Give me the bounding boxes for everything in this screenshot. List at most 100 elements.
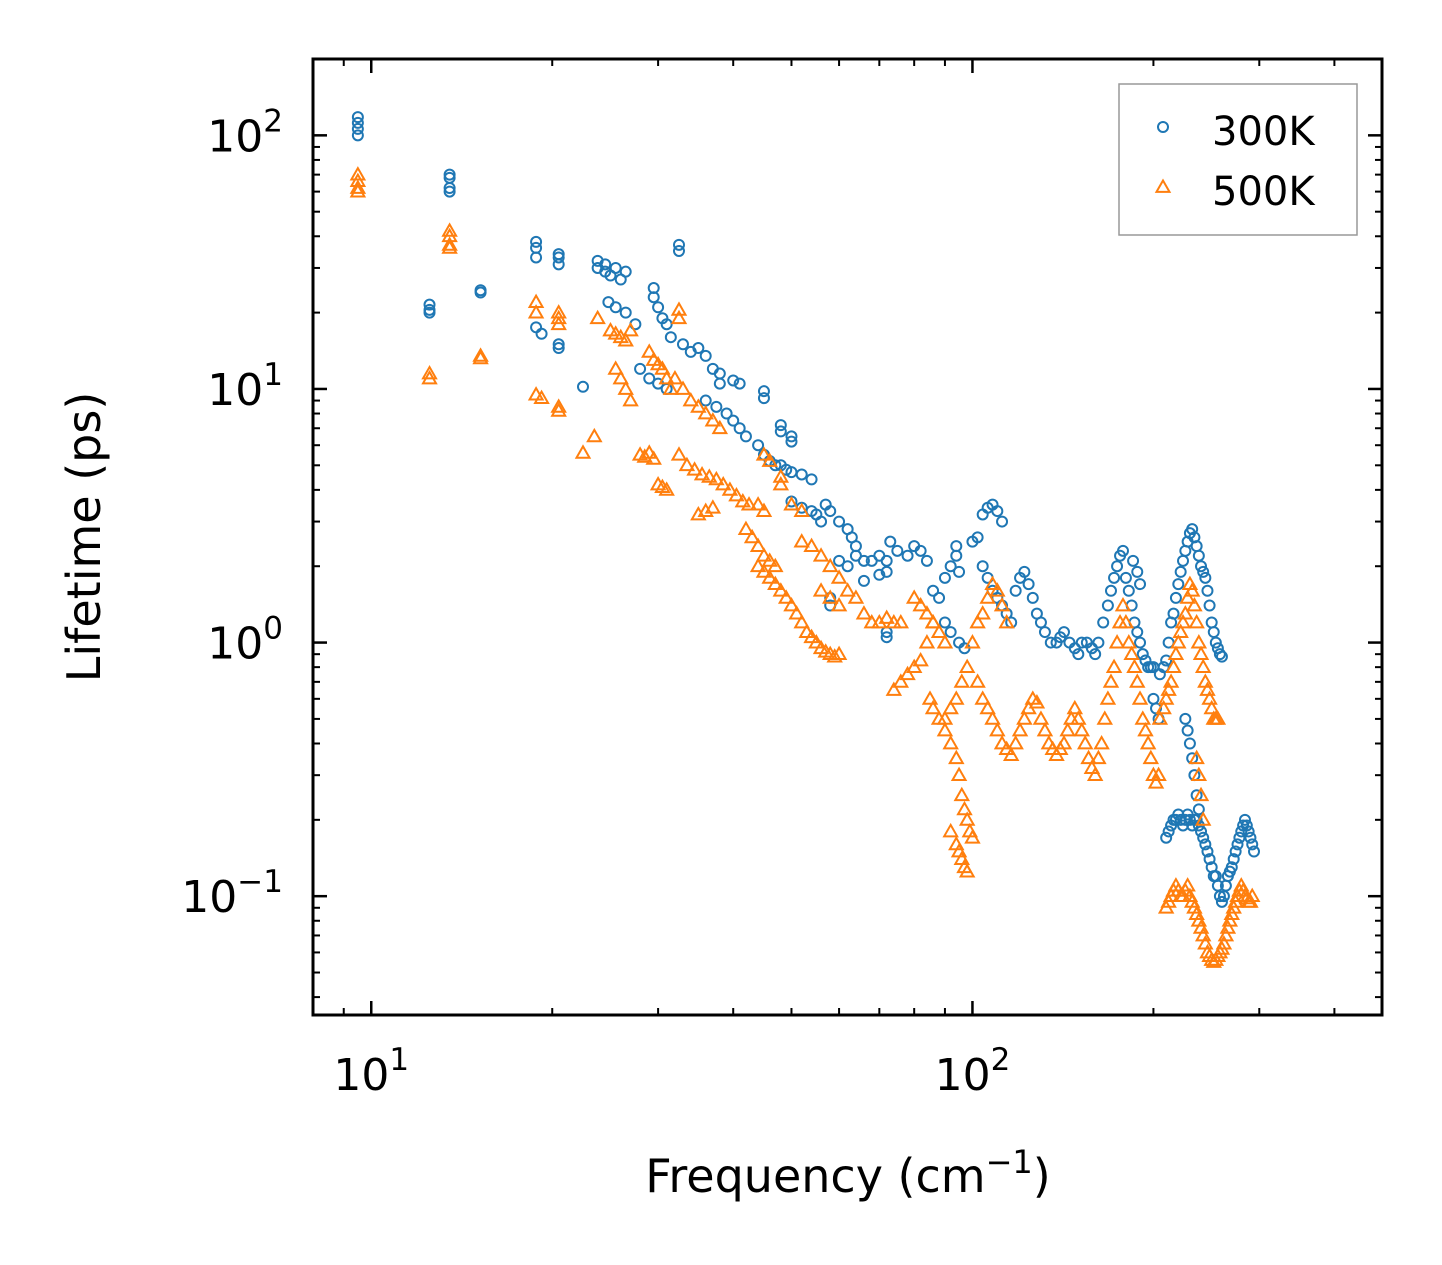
data-point-300k bbox=[938, 616, 951, 629]
data-point-500k bbox=[803, 628, 820, 644]
data-point-500k bbox=[701, 468, 718, 483]
data-point-500k bbox=[645, 450, 662, 465]
data-point-500k bbox=[1142, 749, 1160, 765]
data-point-500k bbox=[993, 596, 1011, 612]
y-tick-label: 101 bbox=[207, 357, 283, 416]
data-point-500k bbox=[550, 402, 567, 417]
data-point-500k bbox=[654, 360, 671, 375]
data-point-300k bbox=[1197, 565, 1210, 578]
data-point-300k bbox=[901, 549, 914, 562]
data-point-300k bbox=[576, 380, 589, 393]
data-point-500k bbox=[658, 369, 675, 385]
data-point-300k bbox=[619, 265, 632, 278]
data-point-500k bbox=[670, 301, 688, 316]
data-point-300k bbox=[774, 425, 787, 438]
data-point-500k bbox=[871, 613, 888, 629]
data-point-500k bbox=[1215, 935, 1233, 950]
data-point-300k bbox=[1058, 626, 1071, 639]
series-500k bbox=[349, 166, 1261, 968]
data-point-300k bbox=[880, 554, 893, 567]
data-point-500k bbox=[772, 475, 790, 491]
data-point-300k bbox=[1108, 571, 1121, 584]
data-point-300k bbox=[1009, 584, 1022, 597]
data-point-500k bbox=[617, 380, 634, 395]
data-point-500k bbox=[1105, 658, 1123, 674]
data-point-300k bbox=[1072, 648, 1085, 661]
data-point-500k bbox=[1139, 734, 1157, 750]
data-point-500k bbox=[953, 673, 971, 688]
data-point-500k bbox=[812, 582, 830, 597]
data-point-300k bbox=[530, 251, 543, 264]
data-point-500k bbox=[1157, 690, 1175, 705]
data-point-500k bbox=[1096, 710, 1113, 725]
data-point-300k bbox=[1075, 636, 1088, 649]
data-point-500k bbox=[1102, 673, 1120, 688]
data-point-500k bbox=[1036, 722, 1054, 737]
data-point-500k bbox=[749, 537, 767, 553]
data-point-500k bbox=[1002, 746, 1020, 761]
data-point-300k bbox=[1248, 845, 1261, 858]
data-point-300k bbox=[815, 515, 828, 528]
data-point-300k bbox=[672, 244, 685, 257]
data-point-500k bbox=[349, 183, 367, 198]
data-point-500k bbox=[783, 596, 800, 612]
data-point-500k bbox=[704, 499, 722, 514]
data-point-500k bbox=[878, 609, 895, 624]
data-point-500k bbox=[984, 575, 1001, 590]
data-point-300k bbox=[676, 338, 689, 351]
data-point-300k bbox=[1181, 724, 1194, 737]
data-point-500k bbox=[912, 651, 929, 667]
data-point-500k bbox=[1011, 722, 1029, 737]
data-point-500k bbox=[912, 596, 929, 612]
data-point-300k bbox=[785, 430, 798, 443]
data-point-300k bbox=[933, 591, 946, 604]
data-point-500k bbox=[998, 613, 1015, 629]
data-point-500k bbox=[1032, 710, 1050, 725]
data-point-500k bbox=[1076, 734, 1094, 750]
data-point-500k bbox=[956, 800, 973, 816]
data-point-500k bbox=[803, 537, 820, 553]
data-point-500k bbox=[812, 547, 830, 562]
data-point-300k bbox=[530, 235, 543, 248]
data-point-300k bbox=[938, 571, 951, 584]
data-point-300k bbox=[1022, 578, 1035, 591]
data-point-500k bbox=[1160, 681, 1177, 696]
data-point-300k bbox=[733, 377, 746, 390]
data-point-500k bbox=[1108, 634, 1126, 649]
data-point-500k bbox=[1177, 605, 1194, 620]
plot-frame bbox=[311, 57, 1384, 1017]
data-point-500k bbox=[1190, 766, 1208, 782]
data-point-300k bbox=[643, 372, 656, 385]
data-point-500k bbox=[421, 369, 438, 385]
data-point-500k bbox=[1183, 582, 1201, 597]
data-point-500k bbox=[984, 710, 1001, 725]
data-point-300k bbox=[1097, 616, 1110, 629]
data-point-300k bbox=[552, 258, 565, 271]
data-point-500k bbox=[1134, 710, 1151, 725]
data-point-300k bbox=[991, 505, 1004, 518]
data-point-500k bbox=[1167, 645, 1185, 661]
data-point-500k bbox=[674, 380, 692, 395]
data-point-500k bbox=[830, 596, 848, 612]
data-point-500k bbox=[612, 369, 629, 385]
data-point-300k bbox=[1127, 554, 1140, 567]
data-point-300k bbox=[805, 473, 818, 486]
data-point-300k bbox=[1116, 544, 1129, 557]
data-point-500k bbox=[950, 766, 968, 782]
data-point-300k bbox=[996, 515, 1009, 528]
data-point-500k bbox=[686, 461, 703, 476]
data-point-300k bbox=[1092, 636, 1105, 649]
data-point-300k bbox=[1240, 819, 1253, 832]
data-point-500k bbox=[798, 623, 815, 638]
data-point-300k bbox=[1246, 838, 1259, 851]
data-point-500k bbox=[936, 710, 954, 725]
data-point-500k bbox=[666, 369, 684, 385]
data-point-300k bbox=[727, 374, 740, 387]
data-point-500k bbox=[936, 634, 954, 649]
data-point-300k bbox=[1215, 895, 1228, 908]
data-point-500k bbox=[636, 448, 653, 463]
data-point-300k bbox=[552, 342, 565, 355]
data-point-300k bbox=[752, 439, 765, 452]
data-point-500k bbox=[670, 309, 688, 325]
